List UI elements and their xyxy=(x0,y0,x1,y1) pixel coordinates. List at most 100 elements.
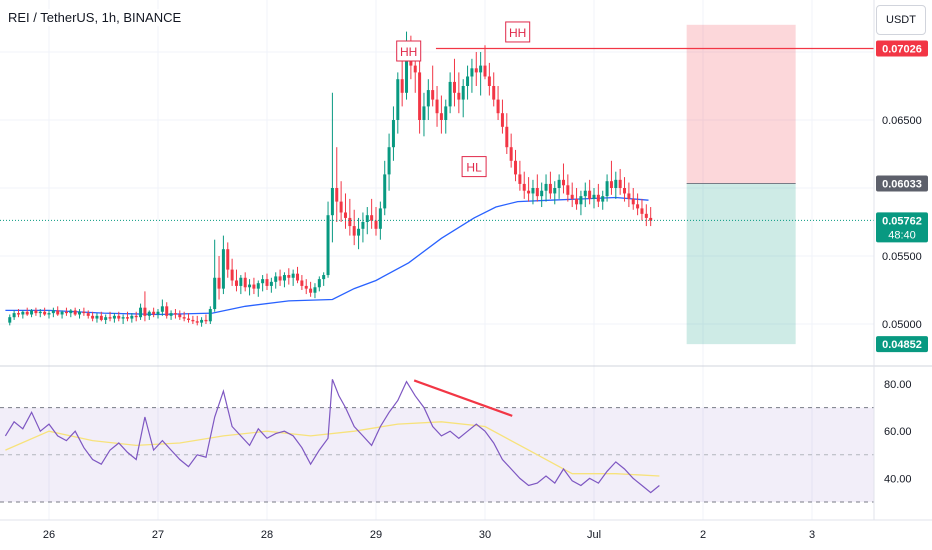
candle-body xyxy=(21,311,25,315)
candle-body xyxy=(38,311,42,314)
candle-body xyxy=(86,313,90,316)
candle-body xyxy=(313,287,317,293)
candle-body xyxy=(339,201,343,213)
candle-body xyxy=(99,315,103,320)
rsi-tick-label: 60.00 xyxy=(884,426,912,438)
position-tool[interactable] xyxy=(686,24,796,345)
candle-body xyxy=(548,183,552,194)
candle-body xyxy=(243,277,247,288)
annotation-box xyxy=(396,40,422,62)
candle-body xyxy=(609,181,613,188)
candle-body xyxy=(374,220,378,229)
candle-body xyxy=(134,315,138,318)
candle-body xyxy=(248,284,252,288)
candle-body xyxy=(461,86,465,100)
candle-body xyxy=(579,196,583,205)
candle-body xyxy=(147,311,151,316)
candle-body xyxy=(34,310,38,314)
candle-body xyxy=(561,179,565,186)
time-tick-label: 29 xyxy=(370,529,382,541)
candle-body xyxy=(644,213,648,218)
time-tick-label: 3 xyxy=(809,529,815,541)
candle-body xyxy=(583,190,587,197)
candle-body xyxy=(108,317,112,319)
rsi-tick-label: 40.00 xyxy=(884,473,912,485)
candle-body xyxy=(540,190,544,197)
candle-body xyxy=(130,315,134,319)
pattern-annotations[interactable]: HH HH HL xyxy=(396,21,531,178)
candle-body xyxy=(509,147,513,161)
candle-body xyxy=(422,106,426,120)
candle-body xyxy=(191,319,195,322)
candle-body xyxy=(304,285,308,289)
time-tick-label: Jul xyxy=(587,529,601,541)
candle-body xyxy=(466,76,470,86)
candle-body xyxy=(557,179,561,188)
candle-body xyxy=(413,65,417,73)
stop-loss-zone xyxy=(686,24,796,184)
candle-body xyxy=(570,194,574,199)
candle-body xyxy=(317,279,321,288)
candle-body xyxy=(631,198,635,205)
candle-body xyxy=(496,99,500,114)
time-axis[interactable]: 26 27 28 29 30 Jul 2 3 xyxy=(43,529,815,541)
candle-body xyxy=(287,275,291,278)
candle-body xyxy=(457,92,461,100)
candle-body xyxy=(121,317,125,319)
price-tag-label: 0.04852 xyxy=(882,339,922,351)
rsi-axis[interactable]: 80.00 60.00 40.00 xyxy=(884,379,912,485)
time-tick-label: 26 xyxy=(43,529,55,541)
candle-body xyxy=(178,314,182,318)
candle-body xyxy=(588,190,592,199)
candle-body xyxy=(365,215,369,222)
candle-body xyxy=(226,249,230,270)
candle-body xyxy=(208,309,212,322)
price-axis[interactable]: 0.06500 0.05500 0.05000 xyxy=(882,115,922,331)
candle-body xyxy=(483,65,487,77)
candle-body xyxy=(296,273,300,281)
candle-body xyxy=(204,319,208,322)
candle-body xyxy=(230,269,234,281)
candle-body xyxy=(535,188,539,197)
currency-button[interactable]: USDT xyxy=(876,5,926,35)
take-profit-zone xyxy=(686,183,796,345)
candle-body xyxy=(82,311,86,314)
price-tag-label: 0.05762 xyxy=(882,215,922,227)
candle-body xyxy=(239,277,243,286)
rsi-line xyxy=(4,379,660,494)
candle-body xyxy=(527,190,531,194)
candle-body xyxy=(213,277,217,310)
candle-body xyxy=(352,226,356,236)
candle-body xyxy=(125,317,129,319)
candle-body xyxy=(592,194,596,199)
candle-body xyxy=(627,193,631,199)
price-tag-box xyxy=(876,40,928,57)
candle-body xyxy=(165,306,169,316)
candle-body xyxy=(195,321,199,323)
candle-body xyxy=(152,311,156,315)
price-tag-box xyxy=(876,212,928,243)
candle-body xyxy=(269,281,273,286)
candle-body xyxy=(531,188,535,194)
candle-body xyxy=(487,76,491,86)
candle-body xyxy=(405,45,409,93)
candle-body xyxy=(348,217,352,227)
candle-body xyxy=(25,311,29,315)
candle-body xyxy=(51,310,55,314)
candle-body xyxy=(452,81,456,93)
candle-body xyxy=(492,86,496,100)
candle-body xyxy=(618,179,622,188)
candle-body xyxy=(479,65,483,73)
candle-body xyxy=(252,284,256,289)
candle-body xyxy=(623,188,627,194)
candle-body xyxy=(43,311,47,315)
candle-body xyxy=(300,280,304,286)
candle-body xyxy=(361,222,365,229)
candle-body xyxy=(426,90,430,107)
candlestick-series xyxy=(8,31,653,327)
candle-body xyxy=(104,317,108,320)
divergence-line[interactable] xyxy=(413,379,513,417)
candle-body xyxy=(387,147,391,175)
price-tag-label: 0.07026 xyxy=(882,43,922,55)
